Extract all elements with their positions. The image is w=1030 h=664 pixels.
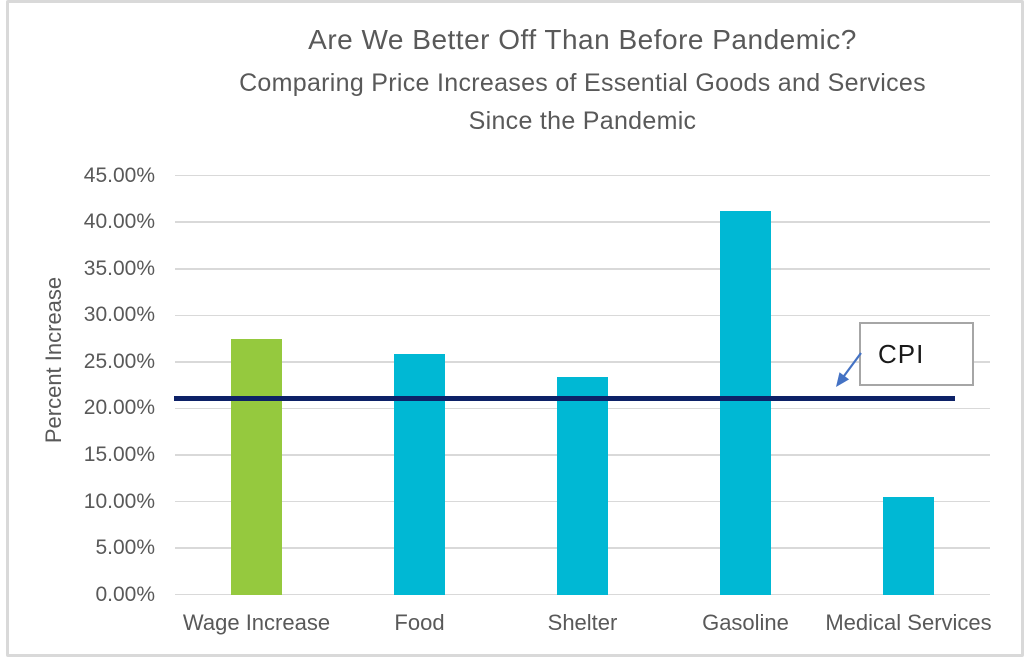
bar-shelter <box>557 376 608 595</box>
y-tick-label: 40.00% <box>83 210 155 234</box>
y-tick-label: 15.00% <box>83 443 155 466</box>
x-tick-label: Food <box>394 610 445 635</box>
y-tick-label: 30.00% <box>83 303 155 327</box>
y-tick-label: 25.00% <box>83 349 155 373</box>
cpi-annotation-label: CPI <box>878 338 925 369</box>
gridline <box>175 314 990 317</box>
y-tick-label: 45.00% <box>83 163 155 187</box>
chart-subtitle: Comparing Price Increases of Essential G… <box>135 64 1030 140</box>
bar-food <box>394 354 445 595</box>
gridline <box>175 221 990 223</box>
cpi-reference-line <box>174 395 955 401</box>
x-tick-label: Wage Increase <box>182 610 331 635</box>
y-tick-label: 20.00% <box>83 396 155 420</box>
x-tick-label: Medical Services <box>825 610 992 635</box>
chart-subtitle-line2: Since the Pandemic <box>468 107 697 135</box>
gridline <box>175 361 990 363</box>
bar-medical-services <box>883 496 934 595</box>
y-tick-label: 35.00% <box>83 256 155 280</box>
bar-wage-increase <box>231 338 282 595</box>
y-tick-label: 10.00% <box>83 489 155 513</box>
x-tick-label: Gasoline <box>702 610 789 635</box>
y-tick-label: 0.00% <box>95 582 155 606</box>
x-tick-label: Shelter <box>547 610 618 635</box>
gridline <box>175 268 990 270</box>
y-tick-label: 5.00% <box>95 536 155 560</box>
bar-gasoline <box>720 211 771 595</box>
gridline <box>175 174 990 177</box>
chart-title: Are We Better Off Than Before Pandemic? <box>308 24 857 55</box>
cpi-arrow-icon <box>836 352 862 387</box>
cpi-annotation-box: CPI <box>859 322 974 386</box>
chart-subtitle-line1: Comparing Price Increases of Essential G… <box>239 69 926 97</box>
gridline <box>175 593 990 596</box>
